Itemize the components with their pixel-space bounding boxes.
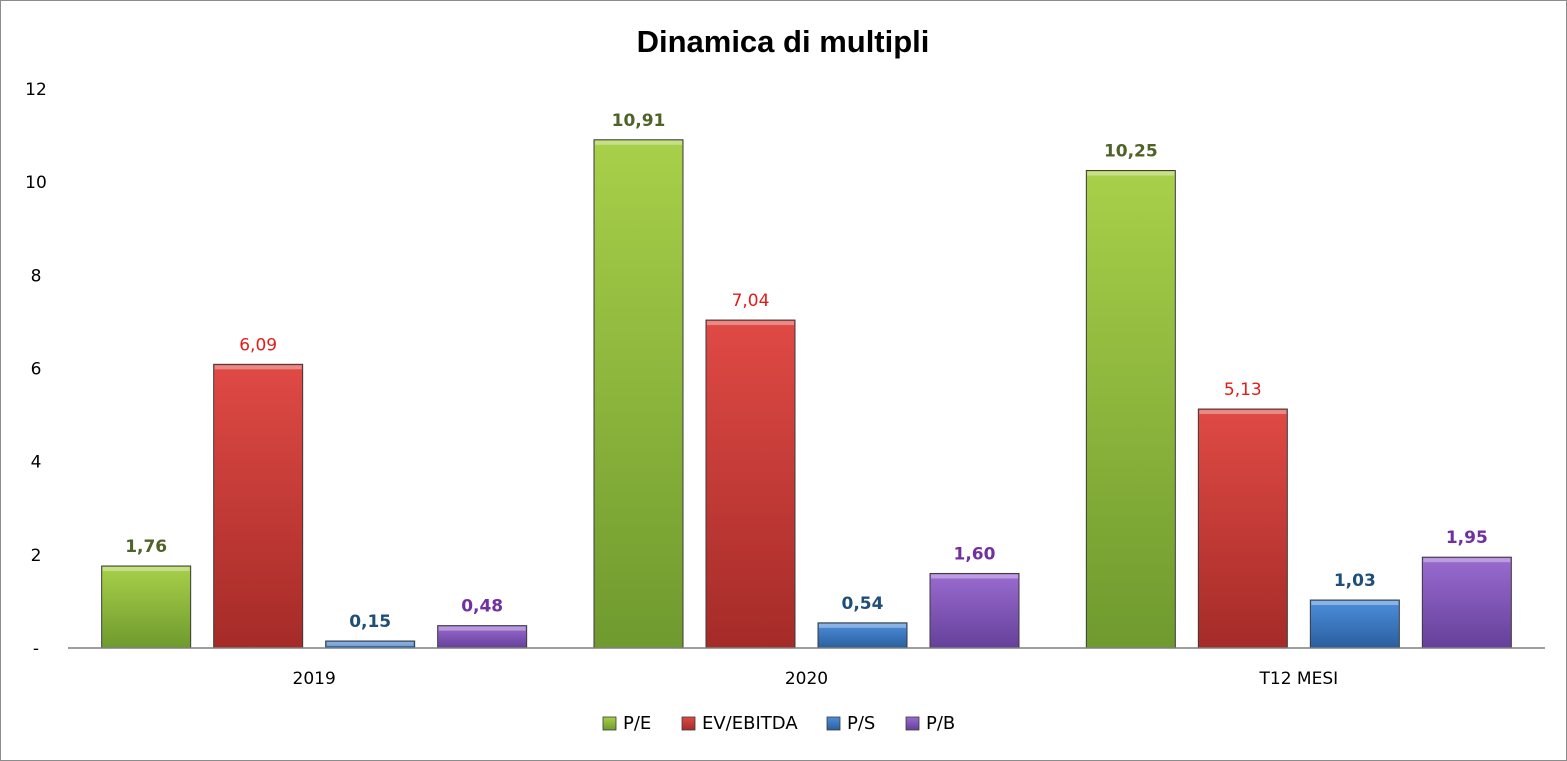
y-tick-label: 4 [31,453,42,473]
data-label: 0,48 [461,597,503,617]
bar-highlight [595,140,682,145]
data-label: 6,09 [239,335,277,355]
bar-p-b-2020 [929,572,1020,649]
bar-p-e-t12-mesi [1085,170,1176,649]
legend-label: P/E [623,713,651,734]
data-label: 1,03 [1334,571,1376,591]
bar-highlight [931,574,1018,579]
bar-p-e-2020 [593,139,684,649]
bar-highlight [1423,558,1511,563]
x-category-label: 2019 [293,669,336,689]
data-label: 1,95 [1446,528,1488,548]
bar-highlight [819,623,906,628]
bar-highlight [214,365,302,370]
data-label: 1,76 [125,537,167,557]
bar-highlight [1311,601,1399,606]
bar-ev-ebitda-2020 [705,319,796,649]
bar-highlight [1199,410,1287,415]
y-tick-label: 8 [31,266,42,286]
bar-p-s-t12-mesi [1309,599,1400,649]
bar-highlight [1087,171,1175,176]
y-tick-label: 6 [31,360,42,380]
data-label: 0,15 [349,612,391,632]
legend-label: P/B [926,713,955,734]
x-category-label: T12 MESI [1259,669,1339,689]
data-label: 7,04 [732,291,770,311]
data-label: 5,13 [1224,380,1262,400]
y-tick-label: 10 [25,173,47,193]
x-category-label: 2020 [785,669,828,689]
bar-ev-ebitda-2019 [213,363,304,649]
data-label: 1,60 [954,544,996,564]
y-tick-label: 12 [25,80,47,100]
data-label: 10,25 [1104,142,1158,162]
bar-ev-ebitda-t12-mesi [1197,408,1288,649]
bar-highlight [438,626,526,631]
legend-swatch [905,716,920,731]
legend-swatch [826,716,841,731]
bar-p-b-t12-mesi [1421,556,1512,649]
legend-item: P/B [905,713,955,734]
legend-item: P/E [602,713,651,734]
y-tick-label: 2 [31,546,42,566]
legend-item: EV/EBITDA [681,713,798,734]
bars: 1,76 6,09 0,15 0,48 10,91 7,04 0,54 1,60 10,25 5,… [101,111,1512,649]
bar-p-e-2019 [101,565,192,649]
legend-swatch [602,716,617,731]
x-axis: 2019 2020 T12 MESI [68,647,1545,689]
bar-highlight [326,642,414,647]
y-tick-label: - [33,639,39,659]
legend: P/E EV/EBITDA P/S P/B [602,713,955,734]
bar-p-s-2020 [817,622,908,649]
chart-title: Dinamica di multipli [637,24,930,59]
bar-highlight [707,321,794,326]
legend-swatch [681,716,696,731]
data-label: 0,54 [842,594,884,614]
bar-highlight [102,567,190,572]
data-label: 10,91 [612,111,666,131]
legend-item: P/S [826,713,875,734]
y-axis: - 2 4 6 8 10 12 [25,80,47,659]
legend-label: P/S [847,713,875,734]
legend-label: EV/EBITDA [702,713,798,734]
